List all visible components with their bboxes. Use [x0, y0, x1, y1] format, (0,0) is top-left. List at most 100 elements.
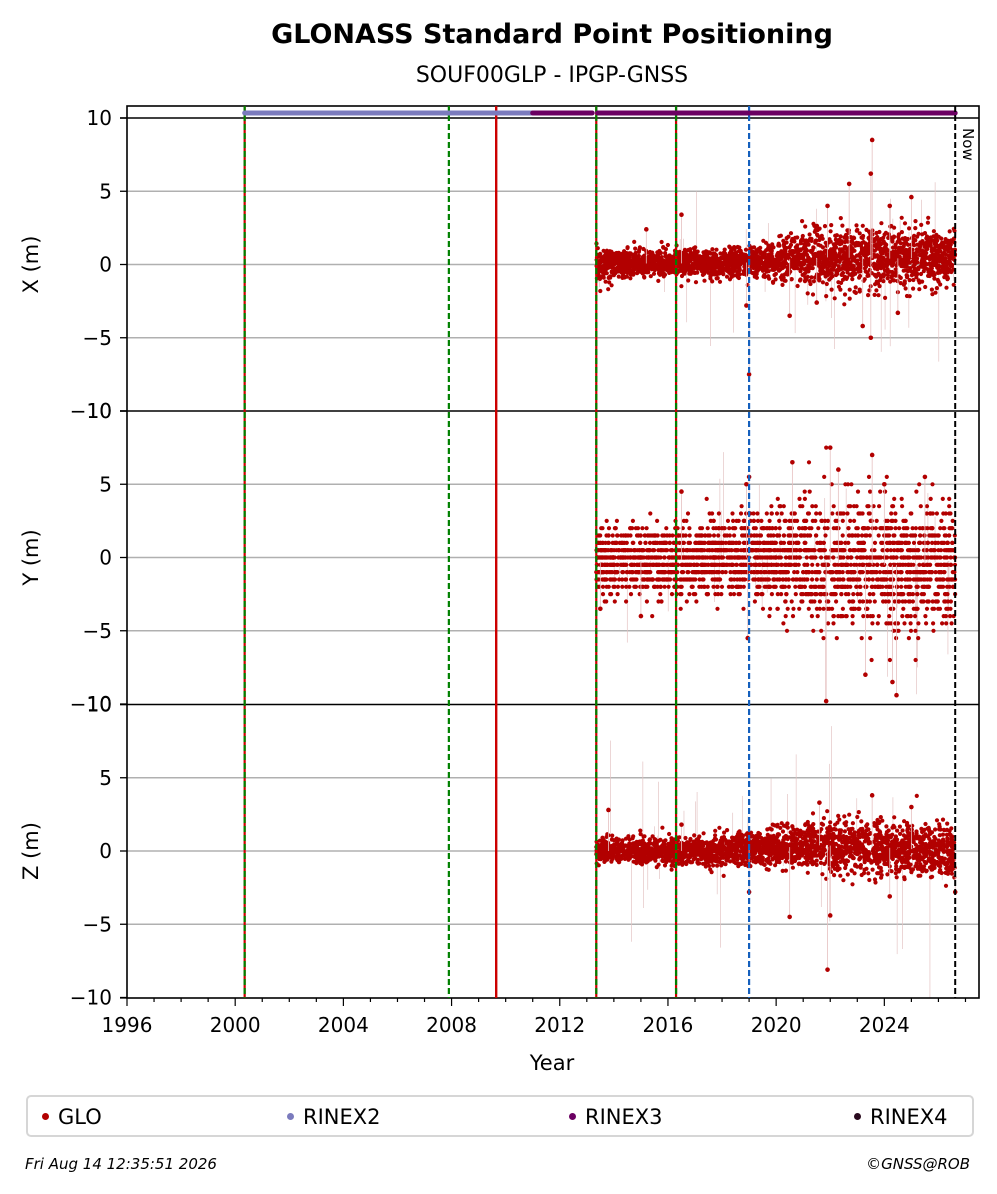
data-point	[715, 258, 720, 263]
data-point	[862, 277, 867, 282]
data-point	[917, 248, 923, 253]
data-point	[947, 260, 953, 265]
data-point	[919, 592, 925, 597]
data-point	[622, 249, 627, 254]
data-point	[810, 570, 815, 575]
data-point	[931, 272, 936, 278]
data-point	[916, 636, 921, 641]
data-point	[766, 243, 771, 248]
data-point	[836, 280, 841, 285]
data-point	[868, 489, 873, 494]
data-point	[818, 266, 823, 271]
data-point	[736, 592, 741, 597]
data-point	[864, 533, 869, 538]
data-point-outlier	[814, 300, 820, 305]
data-point	[875, 281, 881, 286]
data-point	[798, 248, 803, 253]
data-point	[940, 621, 945, 626]
data-point	[936, 548, 941, 553]
data-point	[668, 265, 673, 270]
data-point	[781, 261, 786, 266]
data-point	[610, 540, 615, 546]
data-point	[728, 592, 733, 597]
data-point	[736, 249, 742, 254]
data-point	[944, 285, 949, 290]
data-point	[772, 584, 777, 589]
data-point	[764, 584, 769, 589]
data-point	[617, 540, 622, 546]
data-point	[705, 526, 710, 531]
data-point	[885, 269, 890, 274]
data-point	[815, 233, 820, 238]
data-point	[806, 592, 811, 597]
data-point	[704, 496, 709, 501]
data-point	[947, 533, 952, 538]
data-point	[657, 248, 662, 254]
data-point	[847, 267, 852, 272]
data-point	[766, 577, 772, 582]
data-point	[832, 577, 837, 582]
chart: GLONASS Standard Point Positioning SOUF0…	[19, 19, 980, 1075]
data-point	[820, 280, 826, 285]
data-point	[620, 570, 625, 575]
data-point	[890, 263, 895, 268]
data-point	[761, 526, 766, 531]
data-point	[719, 592, 724, 597]
data-point	[901, 282, 907, 287]
data-point	[836, 264, 841, 269]
data-point	[879, 221, 884, 226]
data-point	[840, 223, 845, 228]
data-point	[608, 275, 613, 280]
data-point	[679, 284, 684, 289]
data-point	[861, 614, 866, 619]
data-point	[640, 526, 645, 531]
data-point	[716, 511, 722, 516]
data-point	[877, 504, 882, 509]
data-point	[907, 226, 912, 231]
data-point	[600, 526, 605, 531]
data-point	[644, 526, 649, 531]
data-point	[886, 621, 891, 626]
data-point	[884, 242, 889, 247]
data-point-outlier	[887, 203, 893, 209]
data-point	[804, 266, 809, 271]
data-point	[809, 584, 814, 589]
data-point	[816, 526, 821, 531]
data-point	[726, 584, 732, 589]
data-point	[610, 577, 615, 582]
data-point	[678, 577, 683, 582]
data-point	[732, 526, 737, 531]
data-point	[719, 540, 724, 546]
data-point	[753, 270, 758, 275]
data-point	[913, 526, 919, 531]
data-point	[807, 279, 812, 284]
data-point	[737, 272, 743, 277]
data-point	[830, 253, 836, 258]
data-point	[773, 277, 778, 282]
data-point	[923, 614, 928, 619]
data-point	[624, 540, 629, 546]
data-point	[830, 606, 835, 611]
data-point	[795, 570, 800, 575]
data-point	[896, 577, 901, 582]
data-point	[652, 548, 657, 553]
data-point	[847, 533, 852, 538]
data-point	[828, 229, 833, 234]
data-point	[678, 606, 683, 611]
data-point	[752, 274, 757, 279]
data-point	[832, 296, 837, 301]
data-point	[935, 562, 940, 567]
data-point	[618, 253, 623, 258]
data-point	[729, 248, 734, 253]
data-point	[810, 261, 816, 267]
data-point	[690, 555, 696, 560]
data-point	[943, 614, 949, 619]
data-point	[920, 562, 926, 567]
data-point	[948, 599, 954, 604]
data-point	[654, 555, 659, 560]
data-point	[849, 482, 854, 487]
data-point	[817, 606, 822, 611]
data-point	[936, 258, 941, 263]
data-point	[829, 287, 834, 292]
data-point	[777, 518, 782, 524]
